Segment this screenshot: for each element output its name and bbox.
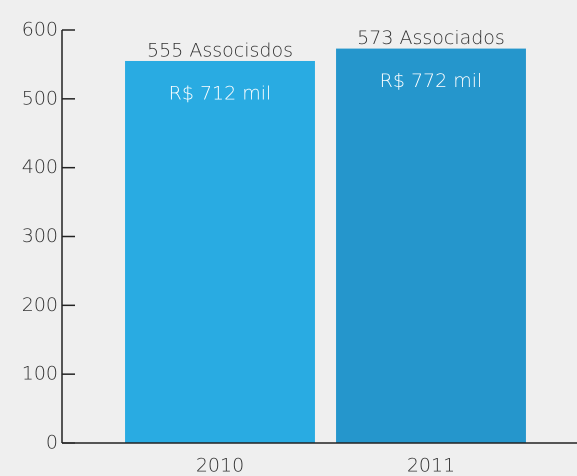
bar (336, 48, 526, 444)
data-label: 573 Associados (357, 27, 505, 49)
y-tick-label: 400 (22, 156, 58, 178)
y-tick-label: 300 (22, 225, 58, 247)
y-tick-label: 600 (22, 19, 58, 41)
y-tick-label: 0 (46, 432, 58, 454)
inner-label: R$ 772 mil (380, 70, 483, 92)
y-tick-label: 100 (22, 363, 58, 385)
x-tick-label: 2010 (196, 455, 244, 476)
x-tick-label: 2011 (407, 455, 455, 476)
inner-label: R$ 712 mil (169, 82, 272, 104)
bar (125, 60, 315, 443)
y-tick-label: 200 (22, 294, 58, 316)
data-label: 555 Associsdos (147, 39, 293, 61)
y-tick-label: 500 (22, 87, 58, 109)
